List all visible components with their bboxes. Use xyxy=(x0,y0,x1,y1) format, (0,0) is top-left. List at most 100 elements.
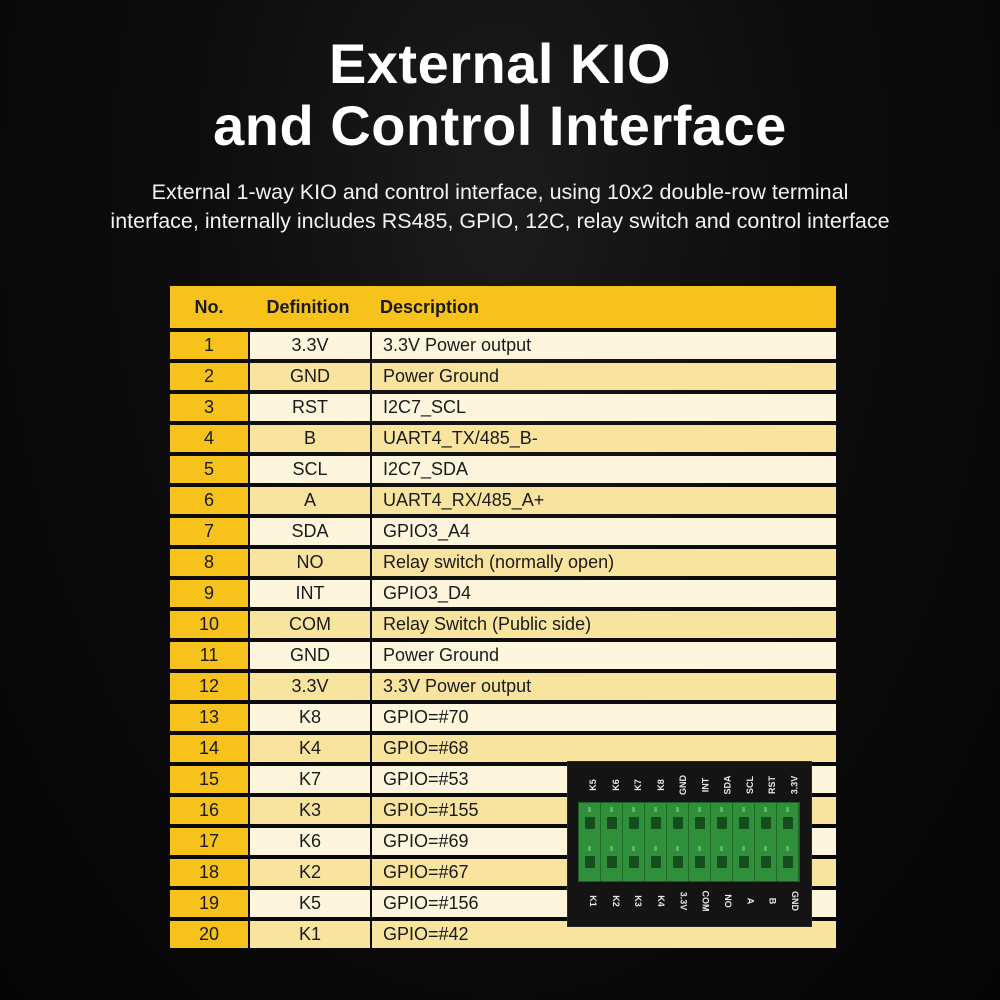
table-row: 14 K4 GPIO=#68 xyxy=(170,735,836,762)
terminal-pin xyxy=(667,842,689,881)
row-description: Relay switch (normally open) xyxy=(372,549,836,576)
row-number: 20 xyxy=(170,921,248,948)
row-description: Power Ground xyxy=(372,363,836,390)
terminal-pin-label: K7 xyxy=(632,779,643,791)
row-number: 16 xyxy=(170,797,248,824)
row-definition: RST xyxy=(250,394,370,421)
row-description: GPIO3_D4 xyxy=(372,580,836,607)
terminal-pin-label: SDA xyxy=(722,775,733,795)
terminal-pin xyxy=(689,803,711,842)
terminal-bottom-labels: K1 K2 K3 K4 3.3V COM NO A B GND xyxy=(568,884,811,922)
row-number: 17 xyxy=(170,828,248,855)
row-number: 6 xyxy=(170,487,248,514)
table-row: 8 NO Relay switch (normally open) xyxy=(170,549,836,576)
terminal-pin-label: 3.3V xyxy=(789,775,800,795)
title-line-1: External KIO xyxy=(328,32,672,95)
row-definition: K8 xyxy=(250,704,370,731)
terminal-pin-label: B xyxy=(767,897,778,905)
row-description: I2C7_SCL xyxy=(372,394,836,421)
terminal-pin-label: NO xyxy=(722,894,733,908)
row-description: GPIO3_A4 xyxy=(372,518,836,545)
terminal-pin xyxy=(711,842,733,881)
row-number: 1 xyxy=(170,332,248,359)
terminal-pin xyxy=(579,803,601,842)
row-definition: K4 xyxy=(250,735,370,762)
terminal-pin-label: RST xyxy=(767,776,778,794)
row-definition: K2 xyxy=(250,859,370,886)
row-definition: K3 xyxy=(250,797,370,824)
row-definition: SDA xyxy=(250,518,370,545)
terminal-pin xyxy=(645,803,667,842)
row-number: 7 xyxy=(170,518,248,545)
table-row: 4 B UART4_TX/485_B- xyxy=(170,425,836,452)
terminal-pin-label: K1 xyxy=(588,895,599,907)
terminal-pin-label: K8 xyxy=(655,779,666,791)
header-no: No. xyxy=(194,296,224,317)
header-separator xyxy=(170,328,836,332)
terminal-pin xyxy=(579,842,601,881)
terminal-pin-label: GND xyxy=(677,775,688,795)
table-row: 11 GND Power Ground xyxy=(170,642,836,669)
row-definition: GND xyxy=(250,642,370,669)
row-definition: NO xyxy=(250,549,370,576)
pin-definition-table: No. Definition Description 1 3.3V 3.3V Pow… xyxy=(170,286,836,952)
terminal-pin xyxy=(777,842,799,881)
row-description: Power Ground xyxy=(372,642,836,669)
row-description: GPIO=#68 xyxy=(372,735,836,762)
row-number: 12 xyxy=(170,673,248,700)
table-row: 10 COM Relay Switch (Public side) xyxy=(170,611,836,638)
table-row: 3 RST I2C7_SCL xyxy=(170,394,836,421)
terminal-pin-label: SCL xyxy=(744,776,755,794)
table-row: 9 INT GPIO3_D4 xyxy=(170,580,836,607)
terminal-pin-label: A xyxy=(744,897,755,905)
terminal-pin-label: K5 xyxy=(588,779,599,791)
terminal-pin xyxy=(711,803,733,842)
table-row: 2 GND Power Ground xyxy=(170,363,836,390)
row-description: 3.3V Power output xyxy=(372,332,836,359)
table-header: No. Definition Description xyxy=(170,286,836,328)
table-row: 5 SCL I2C7_SDA xyxy=(170,456,836,483)
row-definition: K1 xyxy=(250,921,370,948)
terminal-pin-label: K2 xyxy=(610,895,621,907)
subtitle-line-2: interface, internally includes RS485, GP… xyxy=(110,209,890,233)
terminal-block-image: K5 K6 K7 K8 GND INT SDA SCL RST 3.3V K1 K2 K3 K4 3.3V… xyxy=(567,761,812,927)
row-number: 5 xyxy=(170,456,248,483)
terminal-pin xyxy=(623,803,645,842)
table-row: 7 SDA GPIO3_A4 xyxy=(170,518,836,545)
row-definition: B xyxy=(250,425,370,452)
row-definition: GND xyxy=(250,363,370,390)
row-description: UART4_TX/485_B- xyxy=(372,425,836,452)
row-definition: K5 xyxy=(250,890,370,917)
row-description: GPIO=#70 xyxy=(372,704,836,731)
table-row: 1 3.3V 3.3V Power output xyxy=(170,332,836,359)
terminal-pin-label: K6 xyxy=(610,779,621,791)
row-definition: A xyxy=(250,487,370,514)
terminal-connector xyxy=(578,802,800,882)
row-number: 14 xyxy=(170,735,248,762)
row-number: 4 xyxy=(170,425,248,452)
terminal-pin-label: 3.3V xyxy=(677,891,688,911)
row-definition: K7 xyxy=(250,766,370,793)
terminal-pin xyxy=(667,803,689,842)
table-row: 13 K8 GPIO=#70 xyxy=(170,704,836,731)
terminal-pin xyxy=(601,803,623,842)
terminal-pin-label: COM xyxy=(700,890,711,912)
terminal-pin xyxy=(733,803,755,842)
row-number: 8 xyxy=(170,549,248,576)
terminal-pin xyxy=(733,842,755,881)
row-number: 2 xyxy=(170,363,248,390)
terminal-pin xyxy=(601,842,623,881)
row-definition: 3.3V xyxy=(250,332,370,359)
row-description: Relay Switch (Public side) xyxy=(372,611,836,638)
terminal-pin xyxy=(755,842,777,881)
terminal-top-labels: K5 K6 K7 K8 GND INT SDA SCL RST 3.3V xyxy=(568,766,811,800)
row-number: 3 xyxy=(170,394,248,421)
row-description: UART4_RX/485_A+ xyxy=(372,487,836,514)
terminal-pin xyxy=(645,842,667,881)
subtitle-line-1: External 1-way KIO and control interface… xyxy=(151,180,849,204)
row-number: 18 xyxy=(170,859,248,886)
row-definition: INT xyxy=(250,580,370,607)
row-description: I2C7_SDA xyxy=(372,456,836,483)
terminal-pin-label: GND xyxy=(789,891,800,911)
header-definition: Definition xyxy=(266,296,350,317)
